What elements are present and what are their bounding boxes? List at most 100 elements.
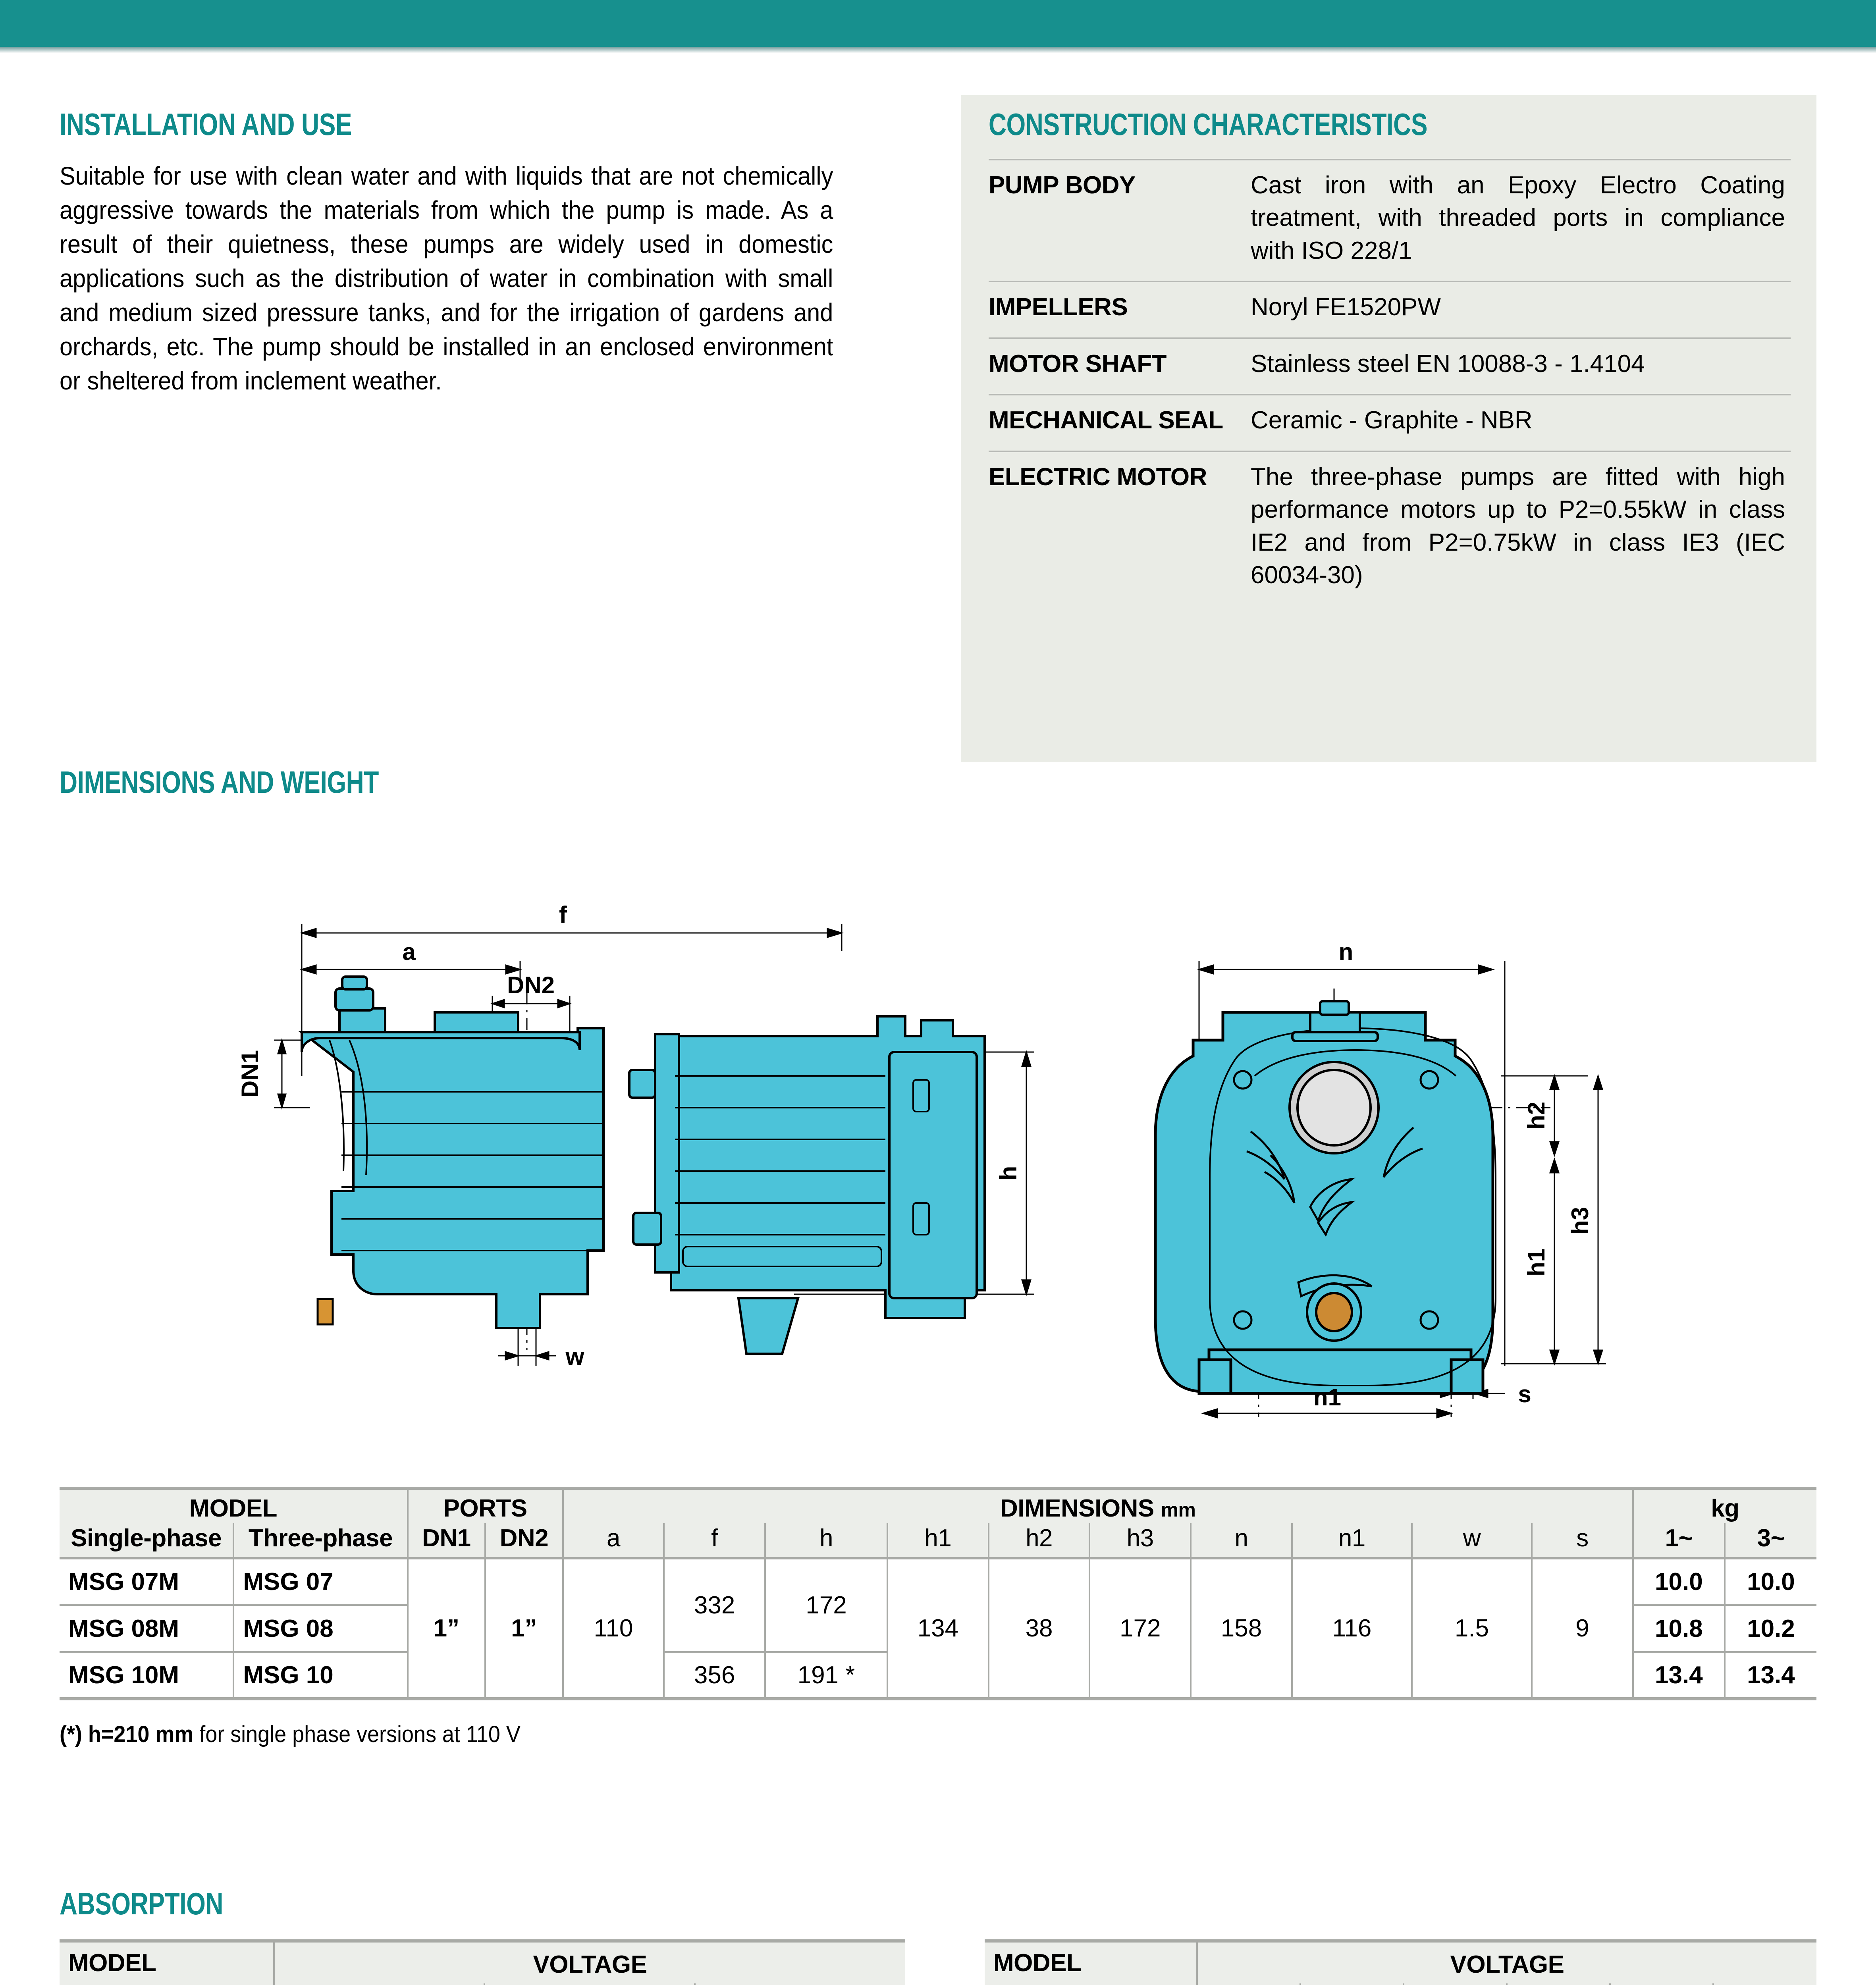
- voltage-col-720v: 720 V: [1712, 1983, 1817, 1985]
- footnote-bold: (*) h=210 mm: [60, 1721, 194, 1747]
- voltage-col-690v: 690 V: [1403, 1983, 1508, 1985]
- drawing-label-w: w: [565, 1343, 584, 1370]
- drawing-label-h2: h2: [1523, 1102, 1550, 1129]
- drawing-label-dn1: DN1: [237, 1050, 263, 1098]
- absorption-model-word: MODEL: [993, 1949, 1082, 1977]
- col-h1: h1: [887, 1523, 989, 1558]
- cell-h: 191 *: [764, 1652, 889, 1699]
- cell-three-phase: MSG 07: [233, 1558, 409, 1605]
- cell-a: 110: [562, 1558, 665, 1699]
- absorption-voltage-header: VOLTAGE: [273, 1941, 905, 1983]
- cell-kg-1: 13.4: [1632, 1652, 1726, 1699]
- cell-h: 172: [764, 1558, 889, 1652]
- cell-f: 332: [663, 1558, 766, 1652]
- table-row: IMPELLERS Noryl FE1520PW: [989, 281, 1791, 338]
- installation-heading: INSTALLATION AND USE: [60, 107, 352, 142]
- table-row: MSG 07M MSG 07 1” 1” 110 332 172 134 38 …: [60, 1558, 1816, 1699]
- installation-body: Suitable for use with clean water and wi…: [60, 162, 833, 395]
- construction-value: The three-phase pumps are fitted with hi…: [1251, 450, 1791, 605]
- absorption-voltage-header: VOLTAGE: [1196, 1941, 1817, 1983]
- absorption-single-table: MODEL Single-phase VOLTAGE 230 V 240 V 1…: [60, 1939, 905, 1985]
- col-n: n: [1190, 1523, 1293, 1558]
- construction-value: Cast iron with an Epoxy Electro Coating …: [1251, 158, 1791, 282]
- voltage-col-110v: 110 V: [694, 1983, 905, 1985]
- cell-dn1: 1”: [407, 1558, 486, 1699]
- cell-kg-3: 10.0: [1724, 1558, 1816, 1605]
- construction-value: Stainless steel EN 10088-3 - 1.4104: [1251, 337, 1791, 395]
- absorption-model-header: MODEL Three-phase: [985, 1941, 1198, 1985]
- table-row: MECHANICAL SEAL Ceramic - Graphite - NBR: [989, 394, 1791, 451]
- col-a: a: [562, 1523, 665, 1558]
- drawing-label-n1: n1: [1313, 1384, 1341, 1411]
- dimensions-unit: mm: [1161, 1498, 1196, 1521]
- cell-f: 356: [663, 1652, 766, 1699]
- construction-key: ELECTRIC MOTOR: [989, 450, 1251, 605]
- construction-value: Noryl FE1520PW: [1251, 281, 1791, 338]
- table-row: MSG 10M MSG 10 356 191 * 13.4 13.4: [60, 1652, 1816, 1699]
- col-f: f: [663, 1523, 766, 1558]
- col-dn1: DN1: [407, 1523, 486, 1558]
- col-w: w: [1411, 1523, 1533, 1558]
- cell-three-phase: MSG 10: [233, 1652, 409, 1699]
- construction-heading: CONSTRUCTION CHARACTERISTICS: [989, 107, 1428, 142]
- cell-single-phase: MSG 10M: [60, 1652, 235, 1699]
- table-row: MOTOR SHAFT Stainless steel EN 10088-3 -…: [989, 337, 1791, 395]
- cell-h3: 172: [1089, 1558, 1192, 1699]
- footnote-rest: for single phase versions at 110 V: [199, 1721, 521, 1747]
- cell-kg-1: 10.0: [1632, 1558, 1726, 1605]
- cell-dn2: 1”: [484, 1558, 564, 1699]
- absorption-heading: ABSORPTION: [60, 1886, 224, 1921]
- absorption-model-word: MODEL: [68, 1949, 156, 1977]
- construction-key: MOTOR SHAFT: [989, 337, 1251, 395]
- drawing-label-s: s: [1518, 1381, 1531, 1407]
- dimensions-heading: DIMENSIONS AND WEIGHT: [60, 765, 379, 800]
- voltage-col-415v: 415 V: [1609, 1983, 1714, 1985]
- cell-h1: 134: [887, 1558, 989, 1699]
- cell-three-phase: MSG 08: [233, 1605, 409, 1652]
- col-dn2: DN2: [484, 1523, 564, 1558]
- col-single-phase: Single-phase: [60, 1523, 235, 1558]
- absorption-model-header: MODEL Single-phase: [60, 1941, 275, 1985]
- cell-h2: 38: [987, 1558, 1091, 1699]
- col-h2: h2: [987, 1523, 1091, 1558]
- cell-n: 158: [1190, 1558, 1293, 1699]
- drawing-label-h1: h1: [1523, 1249, 1550, 1276]
- cell-n1: 116: [1291, 1558, 1413, 1699]
- col-kg-3: 3~: [1724, 1523, 1816, 1558]
- col-group-dimensions: DIMENSIONS mm: [562, 1488, 1634, 1523]
- cell-kg-3: 13.4: [1724, 1652, 1816, 1699]
- cell-kg-1: 10.8: [1632, 1605, 1726, 1652]
- dimensions-footnote: (*) h=210 mm for single phase versions a…: [60, 1721, 521, 1748]
- voltage-col-240v: 240 V: [1506, 1983, 1611, 1985]
- voltage-col-230v: 230 V: [1196, 1983, 1301, 1985]
- header-bar: [0, 0, 1876, 47]
- construction-key: PUMP BODY: [989, 158, 1251, 282]
- cell-kg-3: 10.2: [1724, 1605, 1816, 1652]
- cell-w: 1.5: [1411, 1558, 1533, 1699]
- col-h3: h3: [1089, 1523, 1192, 1558]
- drawing-label-dn2: DN2: [507, 972, 555, 998]
- technical-drawings: f a DN2 DN1 h w n h2 h1 h3 n1 s: [0, 854, 1876, 1421]
- voltage-col-240v: 240 V: [484, 1983, 696, 1985]
- col-group-model: MODEL: [60, 1488, 409, 1523]
- dimensions-word: DIMENSIONS: [1000, 1494, 1154, 1522]
- voltage-col-400v: 400 V: [1300, 1983, 1404, 1985]
- construction-key: MECHANICAL SEAL: [989, 394, 1251, 451]
- col-group-ports: PORTS: [407, 1488, 564, 1523]
- table-row: ELECTRIC MOTOR The three-phase pumps are…: [989, 450, 1791, 605]
- absorption-three-table: MODEL Three-phase VOLTAGE 230 V 400 V 69…: [985, 1939, 1817, 1985]
- construction-table: PUMP BODY Cast iron with an Epoxy Electr…: [989, 158, 1791, 605]
- drawing-label-h: h: [995, 1166, 1022, 1181]
- col-h: h: [764, 1523, 889, 1558]
- col-kg-1: 1~: [1632, 1523, 1726, 1558]
- dimensions-table: MODEL PORTS DIMENSIONS mm kg Single-phas…: [60, 1487, 1816, 1700]
- col-n1: n1: [1291, 1523, 1413, 1558]
- drawing-label-n: n: [1339, 939, 1353, 965]
- drawing-label-a: a: [402, 939, 416, 965]
- drawing-label-f: f: [559, 902, 567, 928]
- construction-value: Ceramic - Graphite - NBR: [1251, 394, 1791, 451]
- drawing-label-h3: h3: [1567, 1207, 1593, 1235]
- voltage-col-230v: 230 V: [273, 1983, 485, 1985]
- cell-single-phase: MSG 08M: [60, 1605, 235, 1652]
